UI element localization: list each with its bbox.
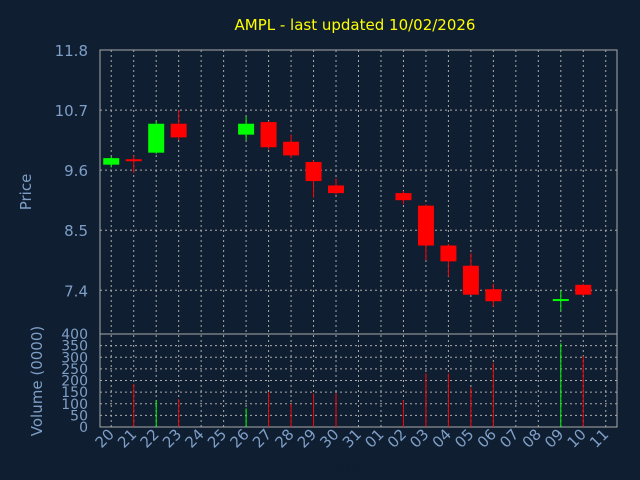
price-tick-label: 11.8 xyxy=(55,42,88,60)
x-tick-labels: 2021222324252627282930310102030405060708… xyxy=(92,425,613,451)
volume-tick-label: 250 xyxy=(61,362,88,378)
candle-body xyxy=(440,245,457,262)
volume-tick-label: 350 xyxy=(61,339,88,355)
candle-body xyxy=(238,123,255,135)
candle-body xyxy=(125,159,142,162)
candle-body xyxy=(552,299,569,302)
y-axis-label: Price xyxy=(17,174,35,211)
price-tick-labels: 11.8 10.7 9.6 8.5 7.4 xyxy=(55,42,88,300)
candle-body xyxy=(103,158,120,165)
volume-tick-label: 100 xyxy=(61,397,88,413)
candle-body xyxy=(148,123,165,153)
volume-axis-label: Volume (0000) xyxy=(28,326,46,436)
price-tick-label: 9.6 xyxy=(64,162,88,180)
volume-tick-label: 0 xyxy=(79,420,88,436)
chart-title: AMPL - last updated 10/02/2026 xyxy=(235,16,476,34)
candle-body xyxy=(305,161,322,182)
candle-body xyxy=(462,265,479,295)
price-tick-label: 8.5 xyxy=(64,222,88,240)
candle-body xyxy=(260,122,277,148)
candle-body xyxy=(417,205,434,246)
volume-tick-label: 300 xyxy=(61,350,88,366)
x-axis-label: Day xyxy=(334,460,362,476)
candle-body xyxy=(328,185,345,194)
grid-lines xyxy=(100,49,617,428)
candle-body xyxy=(395,193,412,201)
volume-tick-label: 50 xyxy=(70,408,88,424)
candles xyxy=(103,110,592,312)
candle-body xyxy=(170,123,187,138)
candle-body xyxy=(575,284,592,295)
candle-body xyxy=(283,141,300,156)
volume-tick-label: 200 xyxy=(61,374,88,390)
price-tick-label: 10.7 xyxy=(55,102,88,120)
candle-body xyxy=(485,289,502,302)
volume-tick-label: 150 xyxy=(61,385,88,401)
price-tick-label: 7.4 xyxy=(64,282,88,300)
volume-bars xyxy=(133,343,584,427)
volume-tick-label: 400 xyxy=(61,327,88,343)
